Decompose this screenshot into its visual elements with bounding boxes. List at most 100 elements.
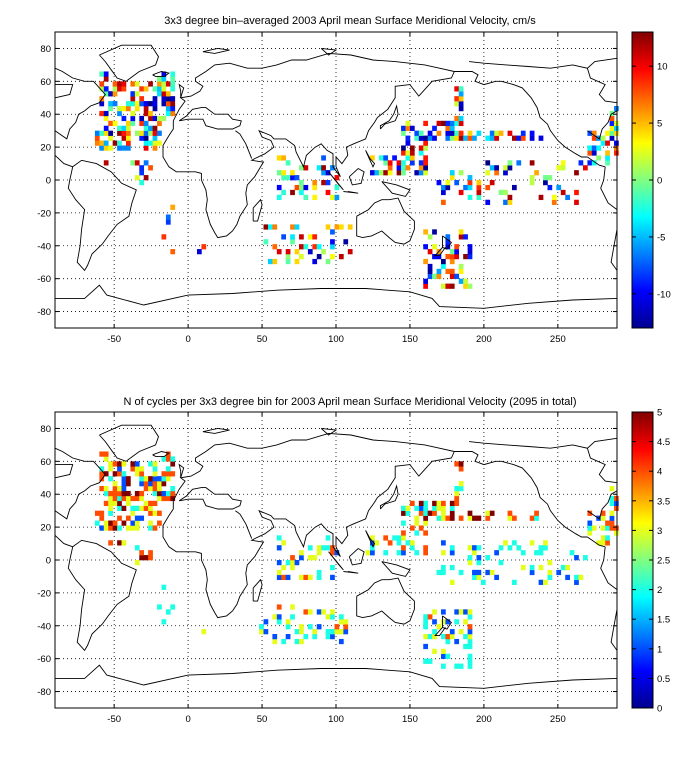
data-cell xyxy=(170,71,176,77)
data-cell xyxy=(423,520,428,526)
data-cell xyxy=(276,569,282,576)
data-cell xyxy=(547,184,553,191)
data-cell xyxy=(108,476,113,482)
data-cell xyxy=(338,254,344,260)
data-cell xyxy=(529,180,535,186)
data-cell xyxy=(148,486,153,492)
data-cell xyxy=(436,569,442,576)
data-cell xyxy=(432,135,437,141)
data-cell xyxy=(436,500,442,507)
coastlines xyxy=(54,424,618,689)
data-cell xyxy=(134,81,140,87)
data-cell xyxy=(117,466,122,472)
data-cell xyxy=(423,505,428,511)
data-cell xyxy=(108,101,113,107)
data-cell xyxy=(441,263,446,270)
data-cell xyxy=(103,71,109,77)
data-cell xyxy=(392,535,397,541)
data-cell xyxy=(529,135,535,141)
data-cell xyxy=(103,525,109,531)
data-cell xyxy=(485,170,491,176)
data-cell xyxy=(467,244,473,250)
data-cell xyxy=(441,569,446,576)
data-cell xyxy=(472,569,477,576)
data-cell xyxy=(503,540,508,546)
data-cell xyxy=(609,135,615,141)
data-cell xyxy=(454,101,460,107)
data-cell xyxy=(378,155,384,161)
data-cell xyxy=(134,545,140,551)
data-cell xyxy=(467,643,473,650)
data-cell xyxy=(143,476,149,482)
data-cell xyxy=(441,515,446,521)
coastlines xyxy=(54,44,618,309)
data-cell xyxy=(307,234,313,240)
data-cell xyxy=(449,629,455,635)
data-cell xyxy=(299,574,304,581)
data-cell xyxy=(285,254,291,260)
coastline xyxy=(54,154,73,168)
data-cell xyxy=(538,564,544,571)
data-cell xyxy=(148,125,153,131)
data-cell xyxy=(454,115,460,122)
data-cell xyxy=(520,130,526,136)
x-tick-label: 200 xyxy=(476,334,492,345)
data-cell xyxy=(130,461,136,467)
data-cell xyxy=(574,170,579,176)
data-cell xyxy=(330,634,335,640)
data-cell xyxy=(534,510,539,516)
data-cell xyxy=(605,535,610,541)
data-cell xyxy=(494,574,499,581)
data-cell xyxy=(516,135,522,141)
data-cell xyxy=(99,525,105,531)
data-cell xyxy=(414,520,420,526)
data-cell xyxy=(285,574,291,581)
data-cell xyxy=(600,540,606,546)
data-cell xyxy=(529,175,535,181)
data-cell xyxy=(427,268,433,275)
data-cell xyxy=(299,184,304,191)
data-cell xyxy=(449,268,455,275)
colorbar-ticks: 10 5 0 -5 -10 xyxy=(632,62,671,300)
data-cell xyxy=(157,76,162,82)
data-cell xyxy=(387,540,393,546)
data-cell xyxy=(108,520,113,526)
data-cell xyxy=(458,115,464,122)
data-cell xyxy=(383,170,389,176)
coastline xyxy=(343,571,359,574)
data-cell xyxy=(303,634,309,640)
data-cell xyxy=(299,254,304,260)
data-cell xyxy=(276,535,282,541)
data-cell xyxy=(614,505,619,511)
data-cell xyxy=(157,486,162,492)
data-cell xyxy=(99,71,105,77)
data-cell xyxy=(374,540,380,546)
colorbar-tick-label: 0 xyxy=(657,176,662,187)
data-cell xyxy=(121,115,127,122)
data-cell xyxy=(157,490,162,497)
data-cell xyxy=(472,515,477,521)
data-cell xyxy=(117,505,122,511)
data-cell xyxy=(401,160,406,166)
data-cell xyxy=(99,471,105,477)
data-cell xyxy=(330,194,335,201)
data-cell xyxy=(383,550,389,556)
data-cell xyxy=(148,550,153,556)
data-cell xyxy=(441,189,446,196)
data-cell xyxy=(454,619,460,625)
data-cell xyxy=(494,170,499,176)
data-cell xyxy=(401,530,406,536)
data-cell xyxy=(587,530,593,536)
data-cell xyxy=(432,500,437,507)
data-cell xyxy=(458,189,464,196)
data-cell xyxy=(534,515,539,521)
data-cell xyxy=(427,614,433,620)
y-tick-label: -80 xyxy=(37,687,51,698)
data-cell xyxy=(103,490,109,497)
data-cell xyxy=(170,490,176,497)
data-cell xyxy=(600,535,606,541)
data-cell xyxy=(449,550,455,556)
data-cell xyxy=(148,110,153,117)
data-cell xyxy=(312,244,318,250)
data-cell xyxy=(454,254,460,260)
